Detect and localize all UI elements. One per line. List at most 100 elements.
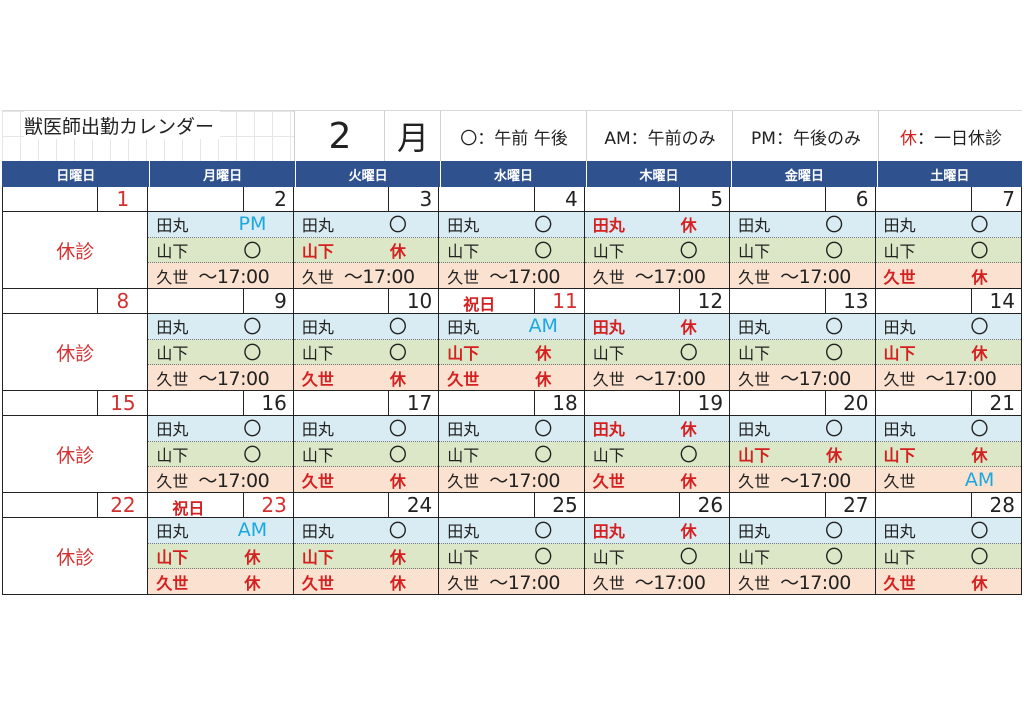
date-number: 23	[242, 493, 293, 517]
doctor-status: 〇	[825, 317, 844, 339]
doctor-name: 久世	[738, 573, 771, 593]
doctor-status: 〇	[679, 445, 698, 466]
date-number: 6	[824, 187, 875, 211]
doctor-status: ～17:00	[198, 266, 270, 289]
doctor-status: 〇	[243, 241, 262, 262]
doctor-status: 休	[680, 420, 697, 440]
doctor-slot: 田丸 〇	[293, 416, 439, 442]
doctor-name: 山下	[301, 344, 334, 363]
day-schedule: 田丸 休山下 〇久世 ～17:00	[584, 314, 731, 390]
date-cell: 13	[730, 289, 876, 313]
doctor-slot: 山下 〇	[584, 237, 730, 264]
doctor-slot: 久世 休	[875, 263, 1021, 289]
doctor-slot: 久世 ～17:00	[439, 263, 584, 288]
date-cell: 26	[585, 493, 731, 517]
doctor-slot: 久世 休	[439, 365, 584, 391]
doctor-slot: 山下 〇	[148, 339, 293, 366]
doctor-name: 山下	[301, 446, 334, 465]
doctor-slot: 田丸 休	[584, 212, 730, 238]
doctor-name: 田丸	[301, 318, 334, 338]
doctor-slot: 山下 〇	[730, 237, 875, 264]
doctor-slot: 山下 〇	[730, 543, 875, 570]
doctor-slot: 山下 〇	[148, 441, 293, 468]
date-number: 17	[388, 391, 438, 415]
holiday-label: 祝日	[463, 295, 496, 314]
doctor-name: 田丸	[156, 420, 189, 440]
doctor-name: 山下	[883, 446, 916, 465]
doctor-slot: 久世 ～17:00	[730, 365, 875, 390]
day-schedule: 田丸〇山下〇久世休	[875, 518, 1021, 595]
weekday-4: 木曜日	[585, 161, 731, 187]
doctor-name: 山下	[738, 446, 771, 465]
doctor-name: 田丸	[592, 522, 625, 542]
date-cell: 1	[3, 187, 149, 211]
doctor-name: 田丸	[447, 318, 480, 338]
day-schedule: 田丸 PM 山下 〇久世 ～17:00	[148, 212, 294, 289]
doctor-slot: 田丸 AM	[148, 518, 293, 544]
doctor-name: 田丸	[156, 522, 189, 542]
sunday-closed: 休診	[3, 314, 149, 390]
day-schedule: 田丸〇山下〇久世休	[875, 212, 1021, 289]
date-number: 4	[533, 187, 584, 211]
doctor-name: 田丸	[883, 216, 916, 236]
date-cell: 19	[585, 391, 731, 415]
day-schedule: 田丸〇山下〇久世 ～17:00	[730, 212, 876, 288]
doctor-status: 休	[535, 344, 552, 363]
date-number: 13	[824, 289, 875, 313]
doctor-slot: 田丸 〇	[148, 416, 293, 442]
doctor-status: 〇	[243, 343, 262, 364]
date-cell: 18	[439, 391, 585, 415]
doctor-name: 久世	[301, 369, 334, 389]
doctor-name: 久世	[156, 471, 189, 491]
doctor-slot: 田丸 〇	[439, 416, 584, 442]
doctor-status: ～17:00	[780, 470, 851, 493]
doctor-status: 〇	[825, 215, 844, 237]
weekday-3: 水曜日	[440, 161, 585, 187]
doctor-slot: 田丸 〇	[439, 212, 584, 238]
doctor-name: 久世	[592, 267, 625, 287]
weekday-1: 月曜日	[149, 161, 294, 187]
date-cell: 3	[294, 187, 440, 211]
page-title: 獣医師出勤カレンダー	[24, 111, 221, 139]
day-schedule: 田丸〇山下〇久世 ～17:00	[439, 416, 585, 492]
doctor-slot: 久世 ～17:00	[148, 263, 293, 289]
doctor-status: ～17:00	[634, 572, 706, 595]
doctor-name: 山下	[156, 548, 189, 567]
doctor-name: 田丸	[447, 522, 480, 542]
doctor-slot: 山下 〇	[584, 441, 730, 468]
doctor-name: 久世	[447, 369, 480, 389]
date-cell: 5	[585, 187, 731, 211]
doctor-status: 休	[535, 369, 552, 389]
doctor-name: 山下	[883, 242, 916, 261]
date-number: 16	[242, 391, 293, 415]
doctor-slot: 山下 休	[875, 339, 1021, 366]
doctor-status: PM	[238, 213, 267, 236]
date-number: 3	[388, 187, 438, 211]
doctor-name: 山下	[156, 446, 189, 465]
legend-closed-text: ：一日休診	[917, 128, 1002, 149]
date-number: 20	[824, 391, 875, 415]
doctor-slot: 山下 〇	[730, 339, 875, 366]
doctor-name: 山下	[156, 242, 189, 261]
date-number: 26	[679, 493, 729, 517]
doctor-slot: 久世 休	[148, 569, 293, 595]
doctor-name: 田丸	[301, 216, 334, 236]
day-schedule: 田丸 AM 山下休久世休	[148, 518, 294, 595]
date-number: 22	[97, 493, 147, 517]
doctor-name: 山下	[738, 242, 771, 261]
doctor-status: 〇	[388, 317, 407, 339]
day-schedule: 田丸 〇山下 休久世 ～17:00	[293, 212, 440, 288]
date-number: 14	[970, 289, 1021, 313]
day-schedule: 田丸〇山下〇久世 ～17:00	[148, 416, 294, 492]
doctor-slot: 田丸 〇	[439, 518, 584, 544]
doctor-name: 田丸	[883, 522, 916, 542]
date-cell: 27	[730, 493, 876, 517]
doctor-name: 田丸	[156, 318, 189, 338]
doctor-status: 〇	[825, 241, 844, 262]
doctor-name: 山下	[301, 242, 334, 261]
doctor-status: ～17:00	[198, 368, 270, 391]
doctor-name: 久世	[738, 369, 771, 389]
doctor-name: 山下	[592, 446, 625, 465]
date-number: 10	[388, 289, 438, 313]
date-cell: 28	[876, 493, 1021, 517]
